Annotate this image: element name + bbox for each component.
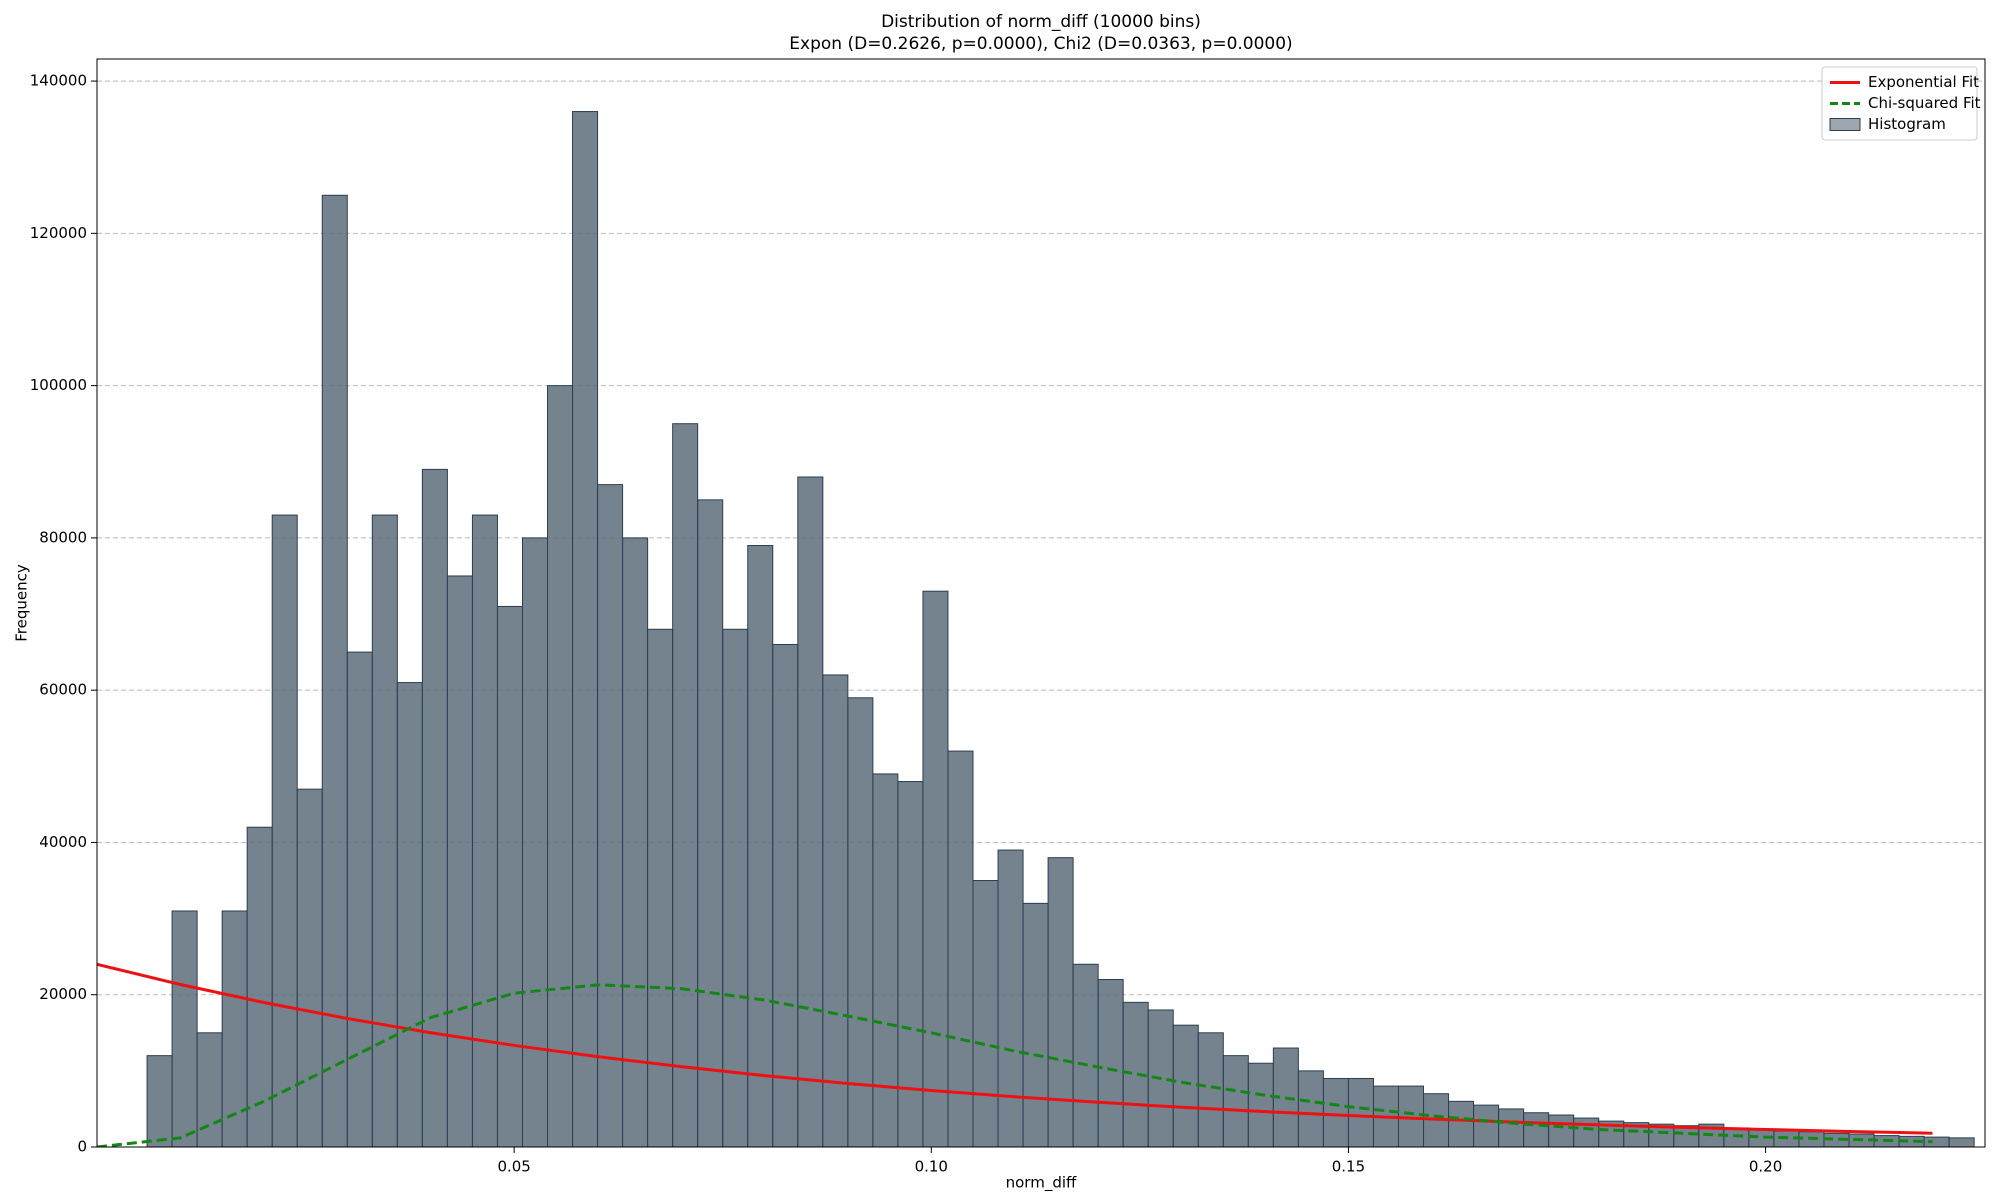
- histogram-bar: [346, 651, 373, 1147]
- y-tick-label: 80000: [39, 528, 87, 546]
- histogram-bar: [972, 880, 999, 1147]
- y-tick-label: 0: [77, 1138, 87, 1156]
- legend-label: Exponential Fit: [1868, 73, 1979, 91]
- histogram-bar: [321, 194, 348, 1147]
- histogram-bar: [547, 385, 574, 1147]
- histogram-bar: [1247, 1062, 1274, 1147]
- histogram-bar: [1322, 1077, 1349, 1147]
- histogram-bar: [747, 545, 774, 1147]
- histogram-bar: [1097, 978, 1124, 1147]
- histogram-bar: [496, 605, 523, 1147]
- histogram-bar: [1222, 1055, 1249, 1147]
- histogram-bar: [697, 499, 724, 1147]
- fit-line: [97, 962, 1933, 1135]
- x-axis-label: norm_diff: [1006, 1174, 1077, 1193]
- x-tick-label: 0.05: [497, 1158, 530, 1176]
- histogram-bar: [897, 781, 924, 1147]
- histogram-bar: [572, 111, 599, 1147]
- histogram-bar: [271, 514, 298, 1147]
- y-tick-label: 120000: [30, 224, 87, 242]
- histogram-bar: [1573, 1117, 1600, 1147]
- histogram-bar: [1072, 963, 1099, 1147]
- x-tick-label: 0.10: [915, 1158, 948, 1176]
- histogram-bar: [446, 575, 473, 1147]
- histogram-bar: [1723, 1127, 1750, 1147]
- histogram-bar: [1047, 857, 1074, 1147]
- histogram-bar: [722, 628, 749, 1147]
- legend-box: [1821, 66, 1978, 141]
- histogram-bar: [521, 537, 549, 1147]
- chart-subtitle: Expon (D=0.2626, p=0.0000), Chi2 (D=0.03…: [789, 34, 1292, 54]
- histogram-bar: [772, 643, 799, 1147]
- histogram-bar: [1297, 1070, 1324, 1147]
- histogram-bar: [146, 1055, 173, 1147]
- y-tick-label: 140000: [30, 72, 87, 90]
- histogram-bar: [822, 674, 849, 1147]
- chart-title: Distribution of norm_diff (10000 bins): [881, 12, 1201, 32]
- histogram-bar: [922, 590, 949, 1147]
- histogram-bar: [1347, 1077, 1374, 1147]
- histogram-bar: [396, 682, 423, 1147]
- histogram-bar: [1448, 1100, 1475, 1147]
- histogram-bar: [1548, 1114, 1575, 1147]
- histogram-bar: [1923, 1136, 1950, 1147]
- histogram-bar: [647, 628, 674, 1147]
- plot-area: [97, 111, 1975, 1147]
- histogram-bar: [597, 484, 624, 1147]
- histogram-bar: [872, 773, 899, 1147]
- fit-line: [97, 983, 1933, 1147]
- y-axis-label: Frequency: [13, 564, 31, 642]
- histogram-bar: [1498, 1108, 1525, 1147]
- x-tick-label: 0.15: [1332, 1158, 1365, 1176]
- histogram-bar: [1022, 902, 1049, 1147]
- histogram-bar: [997, 849, 1024, 1147]
- y-tick-label: 100000: [30, 376, 87, 394]
- y-tick-label: 60000: [39, 681, 87, 699]
- legend-label: Chi-squared Fit: [1868, 94, 1981, 112]
- y-tick-label: 20000: [39, 985, 87, 1003]
- histogram-bar: [421, 468, 448, 1147]
- plot-frame: [96, 58, 1986, 1148]
- histogram-bar: [1523, 1112, 1550, 1147]
- histogram-bar: [1197, 1032, 1224, 1147]
- histogram-bar: [296, 788, 323, 1147]
- histogram-bar: [797, 476, 824, 1147]
- legend-patch: [1829, 118, 1861, 131]
- y-tick-label: 40000: [39, 833, 87, 851]
- histogram-bar: [1948, 1137, 1975, 1147]
- histogram-bar: [622, 537, 649, 1147]
- histogram-bar: [1473, 1104, 1500, 1147]
- histogram-bar: [471, 514, 498, 1147]
- legend-label: Histogram: [1868, 115, 1946, 133]
- x-tick-label: 0.20: [1749, 1158, 1782, 1176]
- histogram-bar: [171, 910, 198, 1147]
- histogram-bar: [672, 423, 699, 1147]
- histogram-bar: [847, 697, 874, 1147]
- histogram-bar: [371, 514, 398, 1147]
- histogram-bar: [1172, 1024, 1199, 1147]
- histogram-bar: [947, 750, 974, 1147]
